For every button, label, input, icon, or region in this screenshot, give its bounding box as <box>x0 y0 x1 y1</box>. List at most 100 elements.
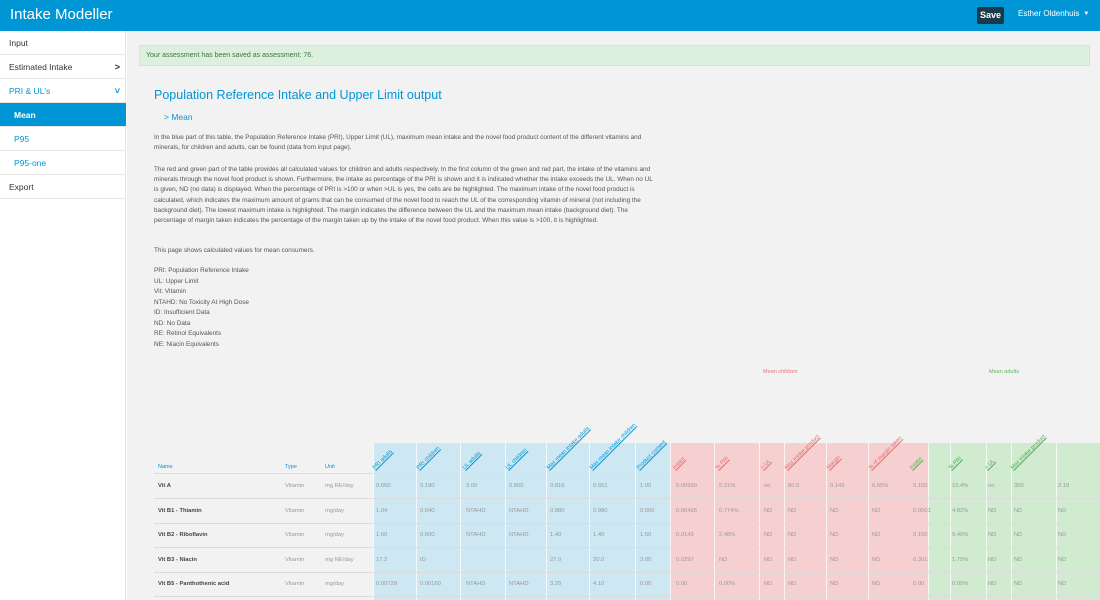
row-name-cell: Vit B5 - Panthothenic acid <box>158 581 230 587</box>
mean-anchor-link[interactable]: > Mean <box>164 112 193 122</box>
column-header-blue[interactable]: PRI adults <box>372 395 416 475</box>
sidebar-item-label: P95 <box>14 134 30 144</box>
table-cell: 4.10 <box>593 581 605 587</box>
table-cell: ND <box>788 532 797 538</box>
table-cell: NTAHD <box>466 532 486 538</box>
header-divider <box>154 473 1100 474</box>
table-cell: mg NE/day <box>325 556 354 563</box>
table-cell: 0.190 <box>420 483 435 489</box>
table-cell: 0.00495 <box>676 507 697 514</box>
column-header-red[interactable]: Max intake product <box>784 395 828 475</box>
table-cell: ND <box>1058 581 1067 587</box>
table-cell: 1.75% <box>952 556 969 563</box>
table-cell: 15.4% <box>952 483 969 489</box>
table-cell: ND <box>1014 532 1023 538</box>
app-title: Intake Modeller <box>10 6 113 23</box>
sidebar-item-input[interactable]: Input <box>0 31 126 55</box>
blue-section <box>373 443 670 600</box>
column-header-blue[interactable]: UL adults <box>462 395 506 475</box>
sidebar-item-estimated-intake[interactable]: Estimated Intake > <box>0 55 126 79</box>
table-cell: ND <box>1058 556 1067 563</box>
sidebar-item-p95-one[interactable]: P95-one <box>0 151 126 175</box>
table-cell: ND <box>830 532 839 538</box>
table-cell: ND <box>764 532 773 538</box>
table-cell: 0.149 <box>830 483 845 489</box>
table-cell: 0.00 <box>676 581 688 587</box>
table-cell: Vitamin <box>285 556 305 563</box>
table-cell: 3.00 <box>466 483 478 489</box>
sidebar-item-p95[interactable]: P95 <box>0 127 126 151</box>
column-divider <box>505 443 506 600</box>
column-divider <box>986 443 987 600</box>
table-row: Vit B5 - Panthothenic acid Vitamin mg/day 0… <box>154 573 1100 597</box>
sidebar-item-label: Mean <box>14 110 36 120</box>
column-divider <box>950 443 951 600</box>
table-cell: 4.82% <box>952 507 969 514</box>
table-cell: 3.00 <box>640 556 652 563</box>
column-header-type: Type <box>285 464 297 470</box>
table-row: Vit B3 - Niacin Vitamin mg NE/day 17.2 ID 27.… <box>154 549 1100 573</box>
description-paragraph-1: In the blue part of this table, the Popu… <box>154 134 642 152</box>
abbreviation-ntahd: NTAHD: No Toxicity At High Dose <box>154 298 249 306</box>
column-header-red[interactable]: Margin <box>826 395 870 475</box>
abbreviation-id: ID: Insufficient Data <box>154 309 210 316</box>
column-header-blue[interactable]: Max mean intake adults <box>546 395 591 475</box>
table-cell: 1.50 <box>640 532 652 538</box>
table-cell: no <box>988 483 995 489</box>
table-cell: 1.40 <box>550 532 562 538</box>
row-name-cell: Vit B1 - Thiamin <box>158 507 202 514</box>
table-cell: 27.0 <box>550 556 562 563</box>
table-cell: 0.800 <box>509 483 524 489</box>
table-cell: 0.600 <box>420 532 435 538</box>
column-divider <box>868 443 869 600</box>
table-cell: ND <box>872 507 881 514</box>
table-cell: NTAHD <box>509 507 529 514</box>
column-divider <box>826 443 827 600</box>
table-cell: NTAHD <box>509 581 529 587</box>
table-cell: ND <box>830 507 839 514</box>
column-header-green[interactable]: Intake <box>909 395 953 475</box>
column-divider <box>714 443 715 600</box>
column-header-green[interactable]: Max intake product <box>1010 395 1054 475</box>
table-cell: ND <box>830 556 839 563</box>
success-alert: Your assessment has been saved as assess… <box>139 45 1090 66</box>
table-cell: 0.774% <box>719 507 739 514</box>
table-cell: 1.00 <box>640 483 652 489</box>
column-header-blue[interactable]: UL children <box>505 395 549 475</box>
column-header-name: Name <box>158 464 173 470</box>
column-header-blue[interactable]: PRI children <box>416 395 460 475</box>
sidebar-item-export[interactable]: Export <box>0 175 126 199</box>
table-cell: ND <box>830 581 839 587</box>
table-cell: 5.21% <box>719 483 736 489</box>
table-cell: ND <box>1058 507 1067 514</box>
table-cell: Vitamin <box>285 581 305 587</box>
table-cell: ND <box>988 532 997 538</box>
table-cell: 0.00160 <box>420 581 441 587</box>
sidebar-item-pri-uls[interactable]: PRI & UL's ˅ <box>0 79 126 103</box>
sidebar-item-mean[interactable]: Mean <box>0 103 126 127</box>
table-cell: 0.0297 <box>676 556 694 563</box>
column-header-label: Max intake product <box>1009 433 1047 471</box>
column-header-label: UL children <box>504 447 529 471</box>
user-menu[interactable]: Esther Oldenhuis ▼ <box>1018 9 1089 18</box>
table-cell: 0.00 <box>640 581 652 587</box>
column-header-blue[interactable]: Max mean intake children <box>589 395 638 475</box>
table-cell: ND <box>1014 507 1023 514</box>
column-header-red[interactable]: Intake <box>672 395 716 475</box>
table-cell: ND <box>764 581 773 587</box>
table-cell: ND <box>719 556 728 563</box>
table-cell: 0.980 <box>593 507 608 514</box>
column-divider <box>460 443 461 600</box>
table-cell: 17.2 <box>376 556 388 563</box>
table-cell: 0.0501 <box>913 507 931 514</box>
red-section <box>670 443 928 600</box>
column-header-red[interactable]: % PRI <box>715 395 759 475</box>
column-header-red[interactable]: % of margin taken <box>868 395 912 475</box>
column-header-label: % of margin taken <box>867 435 904 471</box>
table-cell: 1.40 <box>593 532 605 538</box>
save-button[interactable]: Save <box>977 7 1004 24</box>
table-cell: 0.150 <box>913 532 928 538</box>
table-row: Vit B1 - Thiamin Vitamin mg/day 1.04 0.640 NT… <box>154 500 1100 524</box>
table-cell: 0.100 <box>913 483 928 489</box>
column-divider <box>589 443 590 600</box>
